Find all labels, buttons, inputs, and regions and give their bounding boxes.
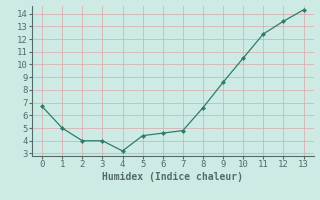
X-axis label: Humidex (Indice chaleur): Humidex (Indice chaleur) <box>102 172 243 182</box>
